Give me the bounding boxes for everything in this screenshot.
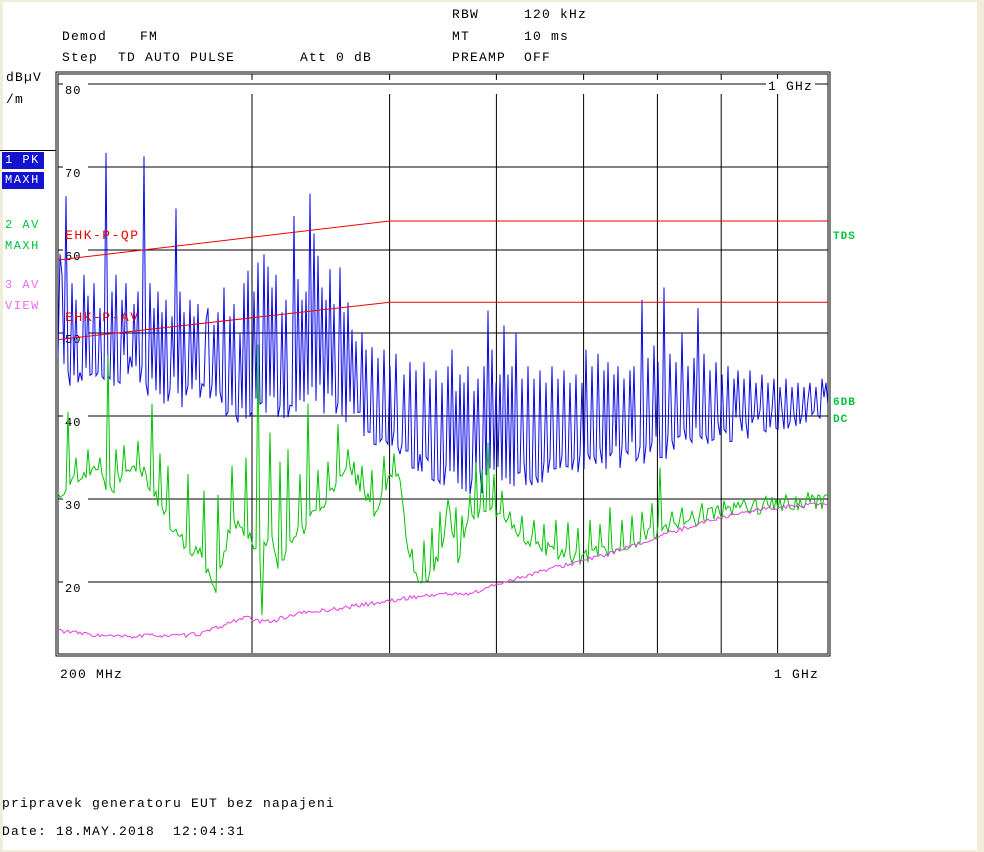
trace1-legend-line1: 1 PK — [2, 152, 44, 169]
step-label: Step — [62, 50, 99, 65]
rbw-label: RBW — [452, 7, 480, 22]
trace2-legend-line1: 2 AV — [5, 218, 40, 232]
svg-text:20: 20 — [65, 582, 81, 596]
trace2-legend-line2: MAXH — [5, 239, 40, 253]
step-value: TD AUTO PULSE — [118, 50, 236, 65]
svg-text:70: 70 — [65, 167, 81, 181]
dc-label: DC — [833, 414, 849, 426]
demod-value: FM — [140, 29, 159, 44]
svg-text:EHK-P-AV: EHK-P-AV — [65, 310, 139, 325]
svg-text:30: 30 — [65, 499, 81, 513]
sixdb-label: 6DB — [833, 397, 856, 409]
attenuation-value: Att 0 dB — [300, 50, 373, 65]
y-unit-line2: /m — [6, 92, 25, 107]
x-axis-stop-label: 1 GHz — [774, 667, 820, 682]
rbw-value: 120 kHz — [524, 7, 588, 22]
mt-value: 10 ms — [524, 29, 570, 44]
trace3-legend-line1: 3 AV — [5, 278, 40, 292]
x-axis-stop-label-top: 1 GHz — [766, 79, 816, 94]
window-edge-left — [0, 0, 3, 852]
mt-label: MT — [452, 29, 471, 44]
date-text: Date: 18.MAY.2018 12:04:31 — [2, 824, 246, 839]
svg-text:EHK-P-QP: EHK-P-QP — [65, 228, 139, 243]
preamp-value: OFF — [524, 50, 552, 65]
trace1-marker-line — [0, 150, 56, 151]
window-edge-bottom — [0, 850, 984, 852]
svg-text:60: 60 — [65, 250, 81, 264]
comment-text: pripravek generatoru EUT bez napajeni — [2, 796, 336, 811]
y-unit-line1: dBµV — [6, 70, 43, 85]
svg-text:80: 80 — [65, 84, 81, 98]
trace1-legend-line2: MAXH — [2, 172, 44, 189]
demod-label: Demod — [62, 29, 108, 44]
window-edge-right — [977, 0, 984, 852]
trace3-legend-line2: VIEW — [5, 299, 40, 313]
preamp-label: PREAMP — [452, 50, 507, 65]
x-axis-start-label: 200 MHz — [60, 667, 124, 682]
window-edge-top — [0, 0, 984, 2]
tds-label: TDS — [833, 231, 856, 243]
